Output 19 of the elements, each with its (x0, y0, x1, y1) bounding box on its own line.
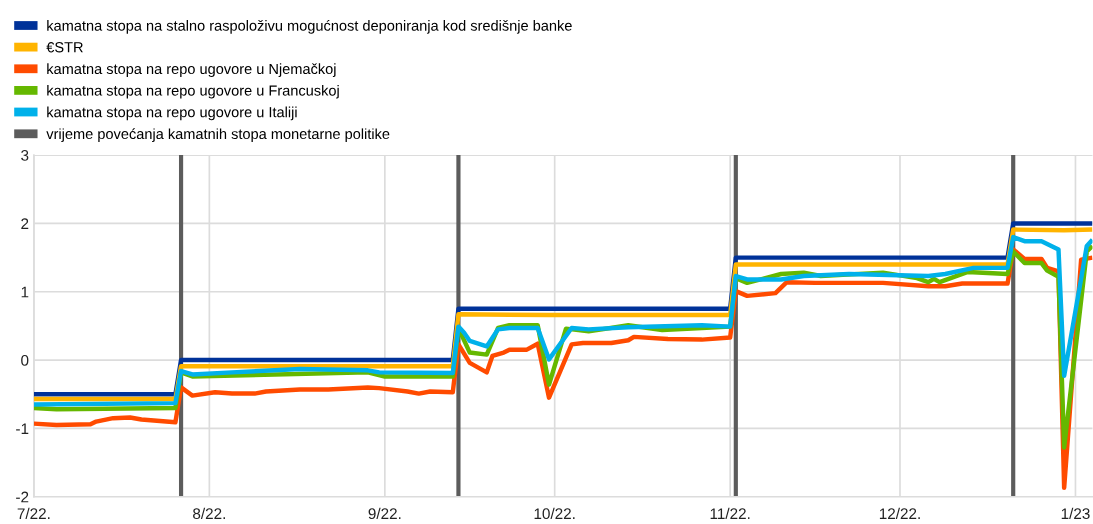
y-tick-label: -2 (16, 491, 29, 503)
legend-label: kamatna stopa na stalno raspoloživu mogućnost deponiranja kod središnje banke (47, 19, 572, 34)
x-tick-label: 11/22. (710, 507, 750, 520)
y-tick-label: -1 (16, 423, 29, 434)
x-tick-label: 9/22. (368, 507, 401, 520)
legend-label: kamatna stopa na repo ugovore u Italiji (47, 106, 297, 121)
y-tick-label: 3 (21, 149, 29, 161)
legend-label: kamatna stopa na repo ugovore u Francuskoj (47, 84, 339, 99)
x-tick-label: 8/22. (193, 507, 225, 520)
legend-label: vrijeme povećanja kamatnih stopa monetarne politike (46, 128, 390, 142)
legend-label: €STR (46, 42, 83, 53)
y-tick-label: 1 (21, 286, 29, 298)
x-tick-label: 10/22. (534, 507, 575, 520)
legend-label: kamatna stopa na repo ugovore u Njemačkoj (47, 63, 336, 77)
x-tick-label: 12/22. (879, 507, 920, 520)
y-tick-label: 0 (21, 354, 29, 366)
x-tick-label: 1/23 (1061, 507, 1090, 520)
x-tick-label: 7/22. (17, 507, 50, 520)
y-tick-label: 2 (21, 218, 29, 229)
